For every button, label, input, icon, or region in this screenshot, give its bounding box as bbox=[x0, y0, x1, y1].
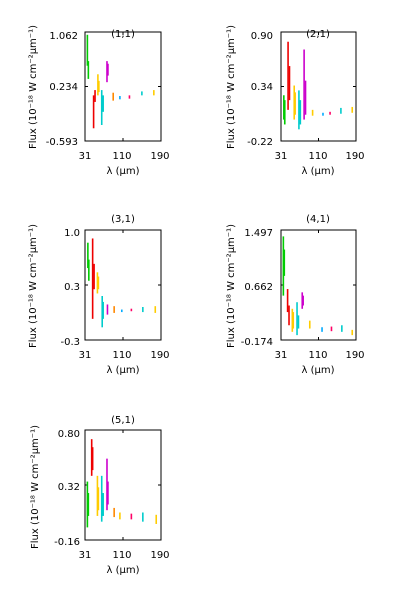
x-tick-label-5-1-left: 31 bbox=[79, 550, 92, 561]
x-tick-label-4-1-mid: 110 bbox=[308, 350, 327, 361]
panel-title-1-1: (1,1) bbox=[111, 29, 135, 40]
panel-4-1: (4,1) 1.497 0.662 -0.174 31 110 190 λ (μ… bbox=[226, 214, 365, 376]
x-tick-label-4-1-right: 190 bbox=[345, 350, 364, 361]
x-tick-label-3-1-mid: 110 bbox=[112, 350, 131, 361]
panel-1-1: (1,1) 1.062 0.234 -0.593 31 110 190 λ (μ… bbox=[28, 25, 170, 177]
x-tick-label-5-1-mid: 110 bbox=[112, 550, 131, 561]
x-tick-label-2-1-left: 31 bbox=[275, 151, 288, 162]
y-tick-label-3-1-bottom: -0.3 bbox=[60, 337, 80, 348]
y-tick-label-3-1-top: 1.0 bbox=[64, 228, 80, 239]
plot-area-4-1 bbox=[280, 229, 357, 341]
y-tick-label-4-1-mid: 0.662 bbox=[244, 282, 273, 293]
plot-area-2-1 bbox=[280, 31, 357, 142]
y-tick-label-5-1-mid: 0.32 bbox=[58, 482, 80, 493]
y-axis-label-3-1: Flux (10⁻¹⁸ W cm⁻²μm⁻¹) bbox=[28, 224, 39, 348]
y-axis-label-2-1: Flux (10⁻¹⁸ W cm⁻²μm⁻¹) bbox=[226, 25, 237, 149]
y-tick-label-5-1-top: 0.80 bbox=[58, 429, 80, 440]
x-tick-label-1-1-mid: 110 bbox=[112, 151, 131, 162]
y-axis-label-5-1: Flux (10⁻¹⁸ W cm⁻²μm⁻¹) bbox=[30, 425, 41, 549]
panel-title-3-1: (3,1) bbox=[111, 214, 135, 225]
y-axis-label-1-1: Flux (10⁻¹⁸ W cm⁻²μm⁻¹) bbox=[28, 25, 39, 149]
y-axis-label-4-1: Flux (10⁻¹⁸ W cm⁻²μm⁻¹) bbox=[226, 224, 237, 348]
panel-5-1: (5,1) 0.80 0.32 -0.16 31 110 190 λ (μm) … bbox=[30, 415, 170, 576]
y-tick-label-4-1-top: 1.497 bbox=[244, 228, 273, 239]
y-tick-label-5-1-bottom: -0.16 bbox=[54, 537, 80, 548]
x-tick-label-2-1-mid: 110 bbox=[308, 151, 327, 162]
plot-frame bbox=[280, 31, 357, 142]
y-tick-label-3-1-mid: 0.3 bbox=[64, 282, 80, 293]
x-tick-label-3-1-left: 31 bbox=[79, 350, 92, 361]
x-tick-label-5-1-right: 190 bbox=[150, 550, 169, 561]
plot-area-3-1 bbox=[84, 229, 162, 341]
x-tick-label-3-1-right: 190 bbox=[150, 350, 169, 361]
panel-2-1: (2,1) 0.90 0.34 -0.22 31 110 190 λ (μm) … bbox=[226, 25, 365, 177]
y-tick-label-2-1-top: 0.90 bbox=[251, 31, 273, 42]
y-tick-label-2-1-mid: 0.34 bbox=[251, 82, 273, 93]
y-tick-label-1-1-bottom: -0.593 bbox=[46, 137, 78, 148]
x-tick-label-1-1-right: 190 bbox=[150, 151, 169, 162]
x-tick-label-4-1-left: 31 bbox=[275, 350, 288, 361]
plot-frame bbox=[84, 229, 162, 341]
x-axis-label-4-1: λ (μm) bbox=[301, 365, 334, 376]
x-tick-label-2-1-right: 190 bbox=[345, 151, 364, 162]
x-axis-label-2-1: λ (μm) bbox=[301, 166, 334, 177]
y-tick-label-1-1-mid: 0.234 bbox=[49, 82, 78, 93]
x-tick-label-1-1-left: 31 bbox=[79, 151, 92, 162]
plot-area-5-1 bbox=[84, 429, 162, 541]
x-axis-label-3-1: λ (μm) bbox=[106, 365, 139, 376]
x-axis-label-5-1: λ (μm) bbox=[106, 565, 139, 576]
y-tick-label-4-1-bottom: -0.174 bbox=[241, 337, 273, 348]
plot-frame bbox=[84, 429, 162, 541]
panel-title-5-1: (5,1) bbox=[111, 415, 135, 426]
y-tick-label-2-1-bottom: -0.22 bbox=[247, 137, 273, 148]
x-axis-label-1-1: λ (μm) bbox=[106, 166, 139, 177]
panel-title-2-1: (2,1) bbox=[306, 29, 330, 40]
panel-title-4-1: (4,1) bbox=[306, 214, 330, 225]
plot-area-1-1 bbox=[84, 31, 162, 142]
y-tick-label-1-1-top: 1.062 bbox=[49, 31, 78, 42]
panel-3-1: (3,1) 1.0 0.3 -0.3 31 110 190 λ (μm) Flu… bbox=[28, 214, 170, 376]
plot-frame bbox=[84, 31, 162, 142]
